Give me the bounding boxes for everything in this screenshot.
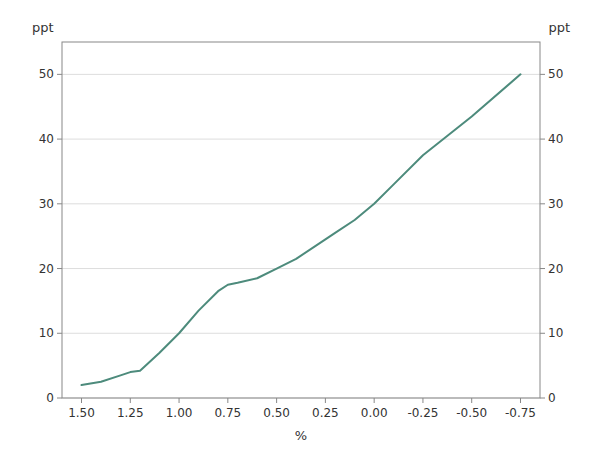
y-tick [57,268,62,269]
y2-tick-label: 0 [548,391,556,405]
y-tick [57,333,62,334]
grid-line [62,74,540,75]
y-tick [57,139,62,140]
y-tick-label: 20 [39,262,54,276]
x-tick [325,398,326,403]
y-tick-label: 50 [39,67,54,81]
y2-tick [540,333,545,334]
y-axis: 0 10 20 30 40 50 [39,67,62,405]
x-axis: 1.50 1.25 1.00 0.75 0.50 0.25 0.00 -0.25 -0.50 -0… [68,398,536,420]
x-tick-label: 1.25 [117,406,144,420]
x-tick-label: 0.25 [312,406,339,420]
y2-tick-label: 10 [548,326,563,340]
y2-tick [540,268,545,269]
x-tick [276,398,277,403]
y-tick [57,203,62,204]
x-tick [422,398,423,403]
grid [62,74,540,398]
y-tick-label: 40 [39,132,54,146]
plot-frame [62,42,540,398]
y2-tick-label: 20 [548,262,563,276]
y2-tick [540,203,545,204]
x-tick-label: 0.50 [263,406,290,420]
y2-tick-label: 30 [548,197,563,211]
x-tick-label: -0.50 [456,406,487,420]
y-tick [57,398,62,399]
x-tick-label: 0.00 [361,406,388,420]
y-tick-label: 0 [46,391,54,405]
y2-tick-label: 50 [548,67,563,81]
y2-tick [540,74,545,75]
grid-line [62,203,540,204]
y2-axis: 0 10 20 30 40 50 [540,67,563,405]
y2-tick [540,139,545,140]
x-tick [520,398,521,403]
x-tick [374,398,375,403]
y2-tick-label: 40 [548,132,563,146]
x-tick-label: 1.50 [68,406,95,420]
grid-line [62,333,540,334]
x-tick [130,398,131,403]
chart: 1.50 1.25 1.00 0.75 0.50 0.25 0.00 -0.25 -0.50 -0… [0,0,602,449]
x-axis-label: % [295,428,307,443]
grid-line [62,139,540,140]
y2-axis-label: ppt [548,20,570,35]
y2-tick [540,398,545,399]
y-tick [57,74,62,75]
y-tick-label: 10 [39,326,54,340]
data-line [82,74,521,385]
x-tick-label: -0.75 [505,406,536,420]
x-tick [227,398,228,403]
x-tick [81,398,82,403]
x-tick-label: 1.00 [166,406,193,420]
grid-line [62,268,540,269]
y-tick-label: 30 [39,197,54,211]
plot-area [82,74,521,385]
x-tick-label: -0.25 [407,406,438,420]
x-tick-label: 0.75 [214,406,241,420]
y-axis-label: ppt [32,20,54,35]
x-tick [471,398,472,403]
x-tick [179,398,180,403]
